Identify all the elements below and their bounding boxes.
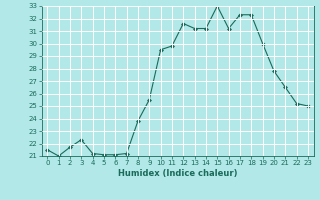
X-axis label: Humidex (Indice chaleur): Humidex (Indice chaleur) <box>118 169 237 178</box>
